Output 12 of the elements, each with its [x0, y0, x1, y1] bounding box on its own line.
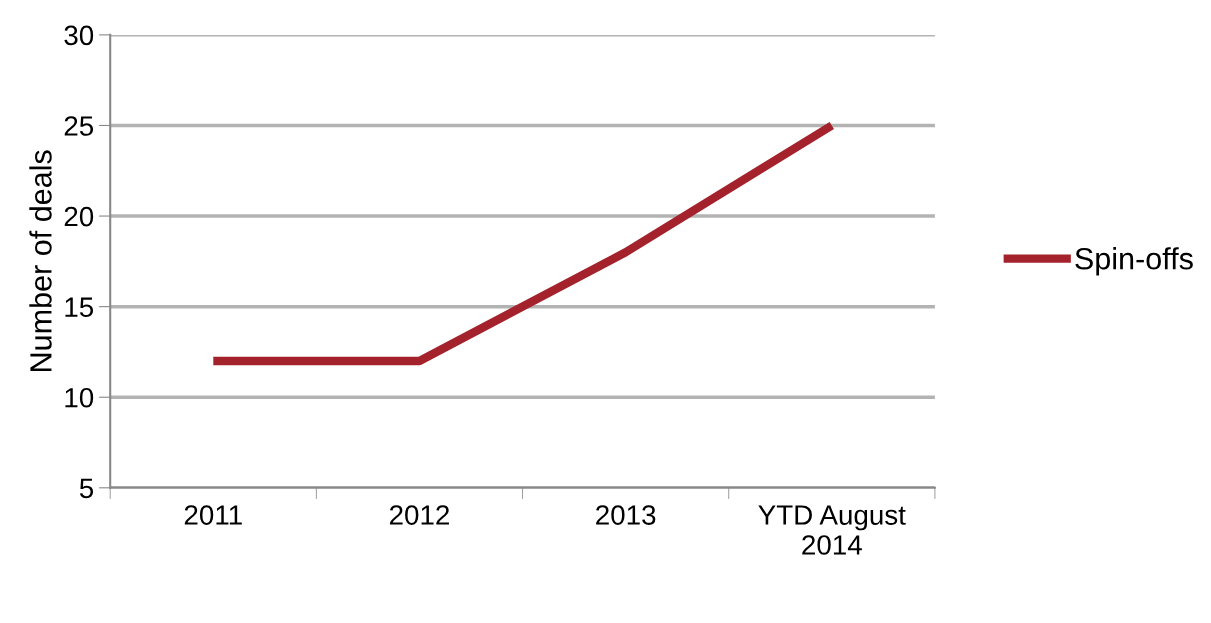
y-axis-title: Number of deals	[29, 150, 52, 371]
x-tick-label: 2012	[389, 505, 449, 525]
x-tick-label: 2013	[596, 505, 656, 525]
legend-label: Spin-offs	[1075, 247, 1193, 276]
y-tick-label: 20	[64, 206, 94, 227]
y-tick-label: 5	[79, 478, 94, 499]
x-tick-label: 2011	[184, 505, 242, 525]
y-tick-label: 30	[64, 25, 94, 46]
y-tick-label: 10	[65, 387, 94, 408]
y-tick-label: 25	[64, 116, 94, 136]
y-tick-label: 15	[65, 297, 94, 317]
x-tick-label: YTD August 2014	[758, 505, 906, 555]
